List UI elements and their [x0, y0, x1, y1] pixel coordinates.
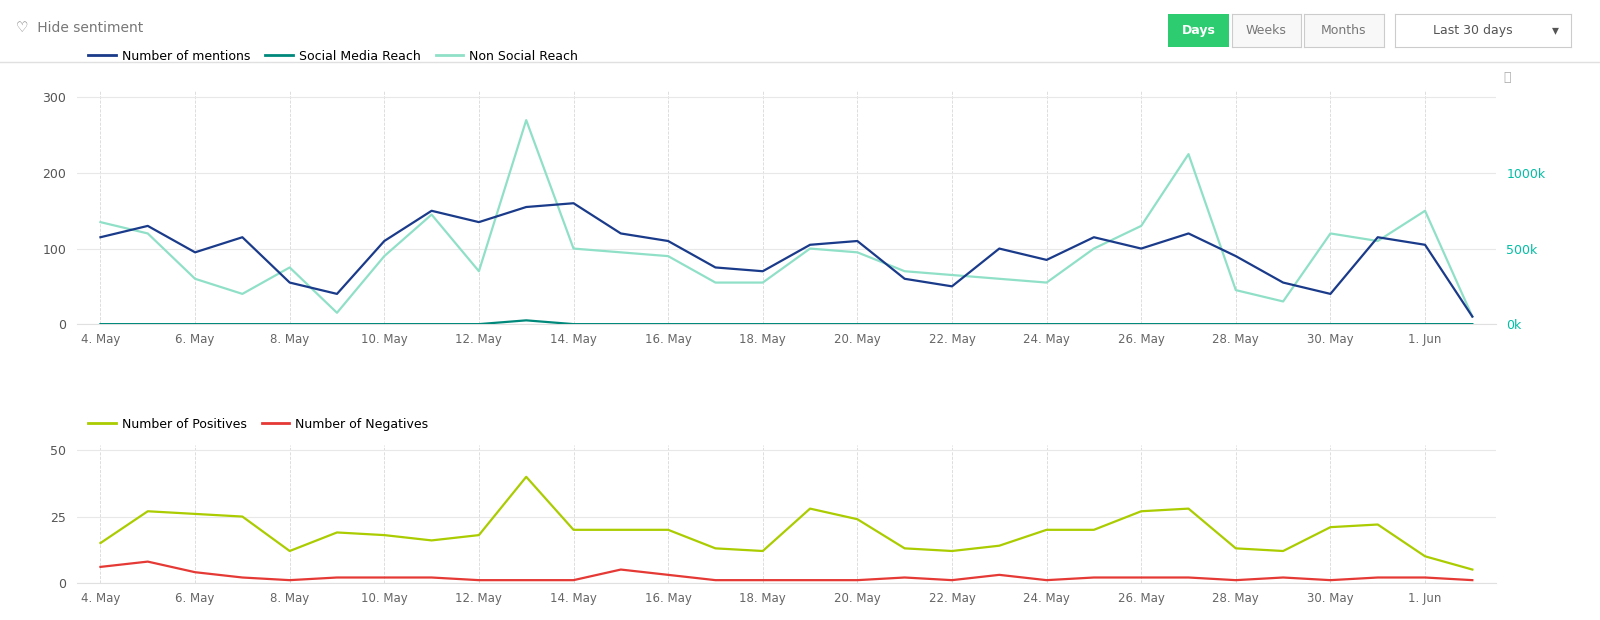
Text: ▾: ▾ [1552, 24, 1558, 37]
Text: Months: Months [1322, 24, 1366, 37]
Text: Days: Days [1181, 24, 1216, 37]
Legend: Number of mentions, Social Media Reach, Non Social Reach: Number of mentions, Social Media Reach, … [83, 45, 584, 68]
Text: ⓘ: ⓘ [1504, 71, 1510, 84]
Text: Last 30 days: Last 30 days [1434, 24, 1512, 37]
Text: Weeks: Weeks [1246, 24, 1286, 37]
Text: ♡  Hide sentiment: ♡ Hide sentiment [16, 21, 144, 35]
Legend: Number of Positives, Number of Negatives: Number of Positives, Number of Negatives [83, 413, 434, 436]
